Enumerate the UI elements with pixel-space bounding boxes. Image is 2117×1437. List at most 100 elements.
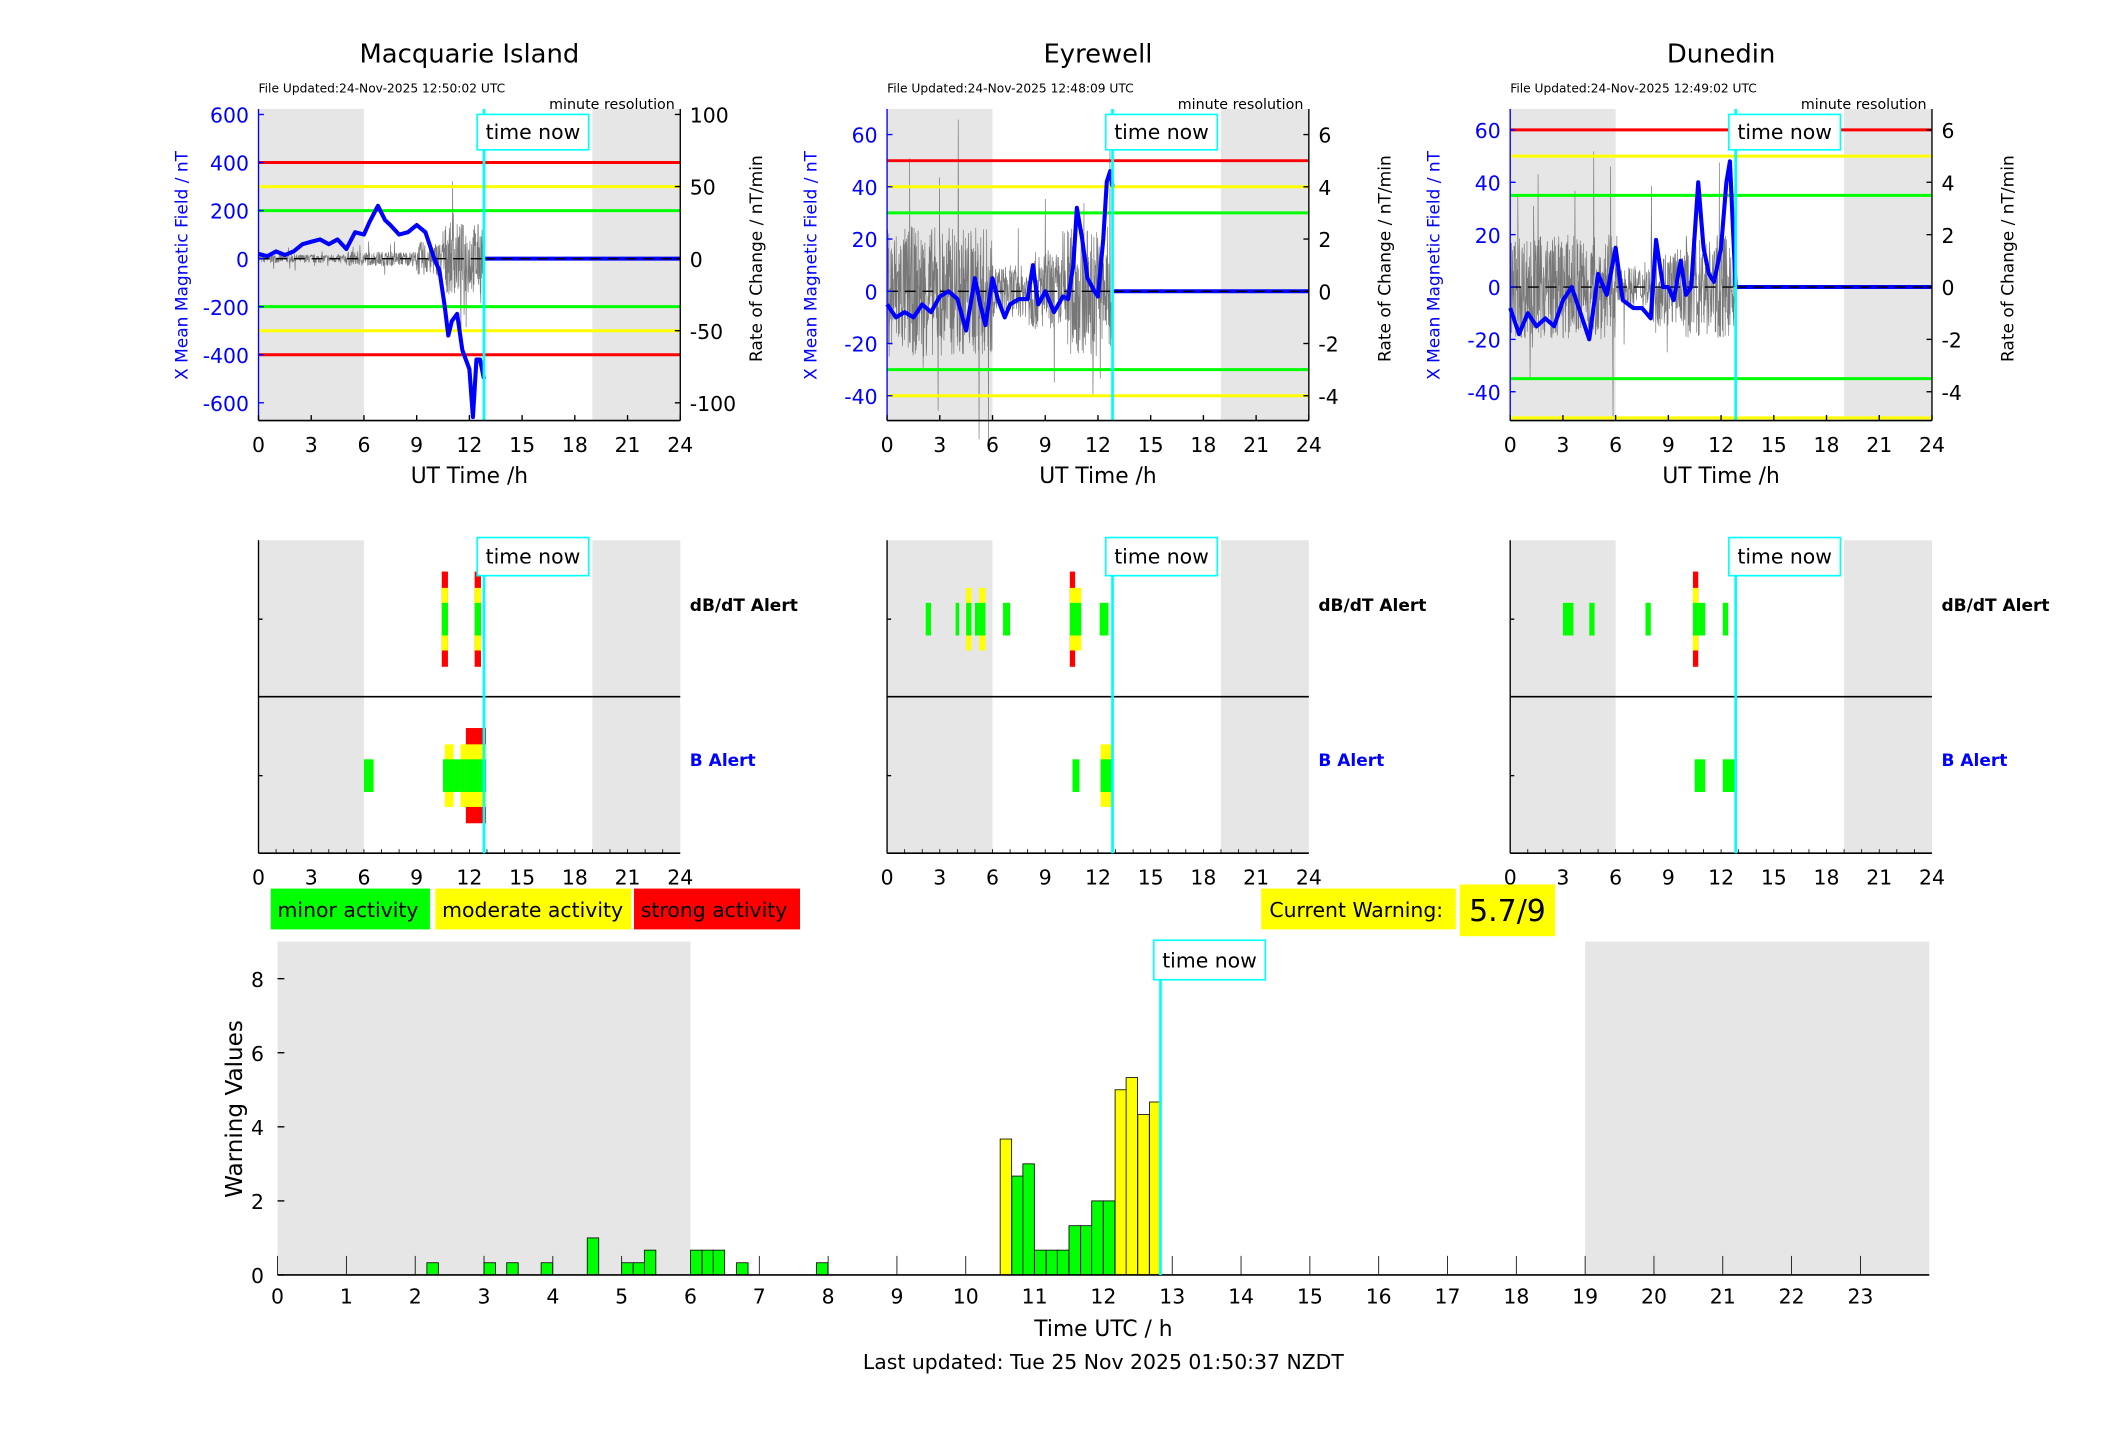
time-now-label: time now [1737,544,1832,568]
time-now-box [1728,113,1842,151]
time-now-label: time now [486,120,581,144]
b-alert-bar-level-1 [444,759,454,792]
right-tick-label: 2 [1318,228,1331,252]
alert-x-tick-label: 21 [1866,865,1892,889]
station-title: Macquarie Island [359,40,579,70]
dbdt-alert-label: dB/dT Alert [1941,596,2049,616]
current-warning-value-box [1459,884,1556,937]
x-tick-label: 12 [1085,433,1111,457]
current-warning-value: 5.7/9 [1469,894,1546,929]
x-tick-label: 13 [1159,1285,1185,1309]
x-tick-label: 23 [1847,1285,1873,1309]
right-tick-label: -2 [1941,329,1961,353]
time-now-label: time now [1737,120,1832,144]
x-tick-label: 17 [1435,1285,1461,1309]
right-tick-label: 4 [1941,171,1954,195]
alert-x-tick-label: 12 [1085,865,1111,889]
b-alert-label: B Alert [1941,751,2007,771]
alert-x-tick-label: 6 [357,865,370,889]
alert-x-tick-label: 21 [615,865,641,889]
x-tick-label: 9 [890,1285,903,1309]
alert-x-tick-label: 0 [881,865,894,889]
right-y-axis-label: Rate of Change / nT/min [1999,155,2019,362]
warning-bar [586,1237,600,1276]
x-tick-label: 3 [305,433,318,457]
right-tick-label: 2 [1941,224,1954,248]
x-tick-label: 0 [1504,433,1517,457]
warning-bar [690,1249,703,1276]
dbdt-alert-bar-level-1 [955,602,960,636]
x-tick-label: 10 [953,1285,979,1309]
legend-swatch-yellow [435,888,632,930]
current-warning: Current Warning: 5.7/9 [1261,884,1556,937]
alert-x-tick-label: 15 [509,865,535,889]
warning-bar [1080,1225,1093,1276]
right-tick-label: -4 [1941,381,1961,405]
dbdt-alert-bar-level-1 [1692,602,1699,636]
legend-label: minor activity [278,898,419,922]
left-tick-label: 0 [236,248,249,272]
file-updated-text: File Updated:24-Nov-2025 12:48:09 UTC [887,82,1134,96]
dbdt-alert-bar-level-1 [1722,602,1729,636]
x-tick-label: 3 [1556,433,1569,457]
time-now-box [1728,536,1842,577]
right-y-axis-label: Rate of Change / nT/min [747,155,767,362]
night-shading [1220,108,1309,421]
warning-bar [736,1262,749,1276]
dbdt-alert-bar-level-1 [1589,602,1595,636]
right-tick-label: 6 [1318,124,1331,148]
dbdt-alert-bar-level-1 [1562,602,1574,636]
dbdt-alert-label: dB/dT Alert [1318,596,1426,616]
x-tick-label: 21 [615,433,641,457]
b-alert-label: B Alert [690,751,756,771]
right-tick-label: -50 [690,320,723,344]
warning-bar [621,1262,634,1276]
alert-x-tick-label: 15 [1761,865,1787,889]
alert-x-tick-label: 24 [1296,865,1322,889]
left-tick-label: 60 [1475,119,1501,143]
dbdt-alert-bar-level-1 [441,602,448,636]
x-tick-label: 21 [1710,1285,1736,1309]
file-updated-text: File Updated:24-Nov-2025 12:50:02 UTC [259,82,506,96]
x-tick-label: 12 [456,433,482,457]
b-alert-bar-level-1 [1722,759,1737,792]
x-tick-label: 21 [1866,433,1892,457]
x-tick-label: 2 [409,1285,422,1309]
alert-x-tick-label: 9 [410,865,423,889]
right-tick-label: 50 [690,176,716,200]
b-alert-bar-level-1 [1694,759,1706,792]
left-tick-label: 40 [852,176,878,200]
warning-bar [1114,1089,1127,1276]
x-tick-label: 24 [1919,433,1945,457]
dbdt-alert-bar-level-1 [1075,602,1082,636]
left-tick-label: 20 [1475,224,1501,248]
right-tick-label: 4 [1318,176,1331,200]
x-tick-label: 24 [667,433,693,457]
x-field-line [257,203,486,420]
current-warning-box [1261,888,1456,930]
right-tick-label: -2 [1318,333,1338,357]
dbdt-alert-bar-level-1 [974,602,980,636]
b-alert-bar-level-1 [460,759,466,792]
alert-x-tick-label: 3 [305,865,318,889]
x-tick-label: 15 [1138,433,1164,457]
alert-x-tick-label: 18 [562,865,588,889]
station-panel-macquarie-island: Macquarie Island File Updated:24-Nov-2025… [173,40,798,890]
right-tick-label: 0 [1318,280,1331,304]
rate-of-change-line [258,181,485,345]
warning-bar [1091,1200,1104,1276]
x-tick-label: 18 [1814,433,1840,457]
warning-bar [999,1138,1013,1276]
alert-x-tick-label: 3 [933,865,946,889]
warning-bar [1045,1249,1059,1276]
magnetic-field-plot: time now -600 -400 -200 0 200 400 600 -100 -50 0 50… [173,104,767,490]
right-tick-label: 0 [690,248,703,272]
x-tick-label: 21 [1243,433,1269,457]
alert-x-tick-label: 0 [252,865,265,889]
right-tick-label: -100 [690,392,736,416]
warning-bar [483,1262,496,1276]
left-tick-label: -40 [1467,381,1500,405]
time-now-label: time now [1162,948,1257,972]
warning-bar [506,1262,519,1276]
